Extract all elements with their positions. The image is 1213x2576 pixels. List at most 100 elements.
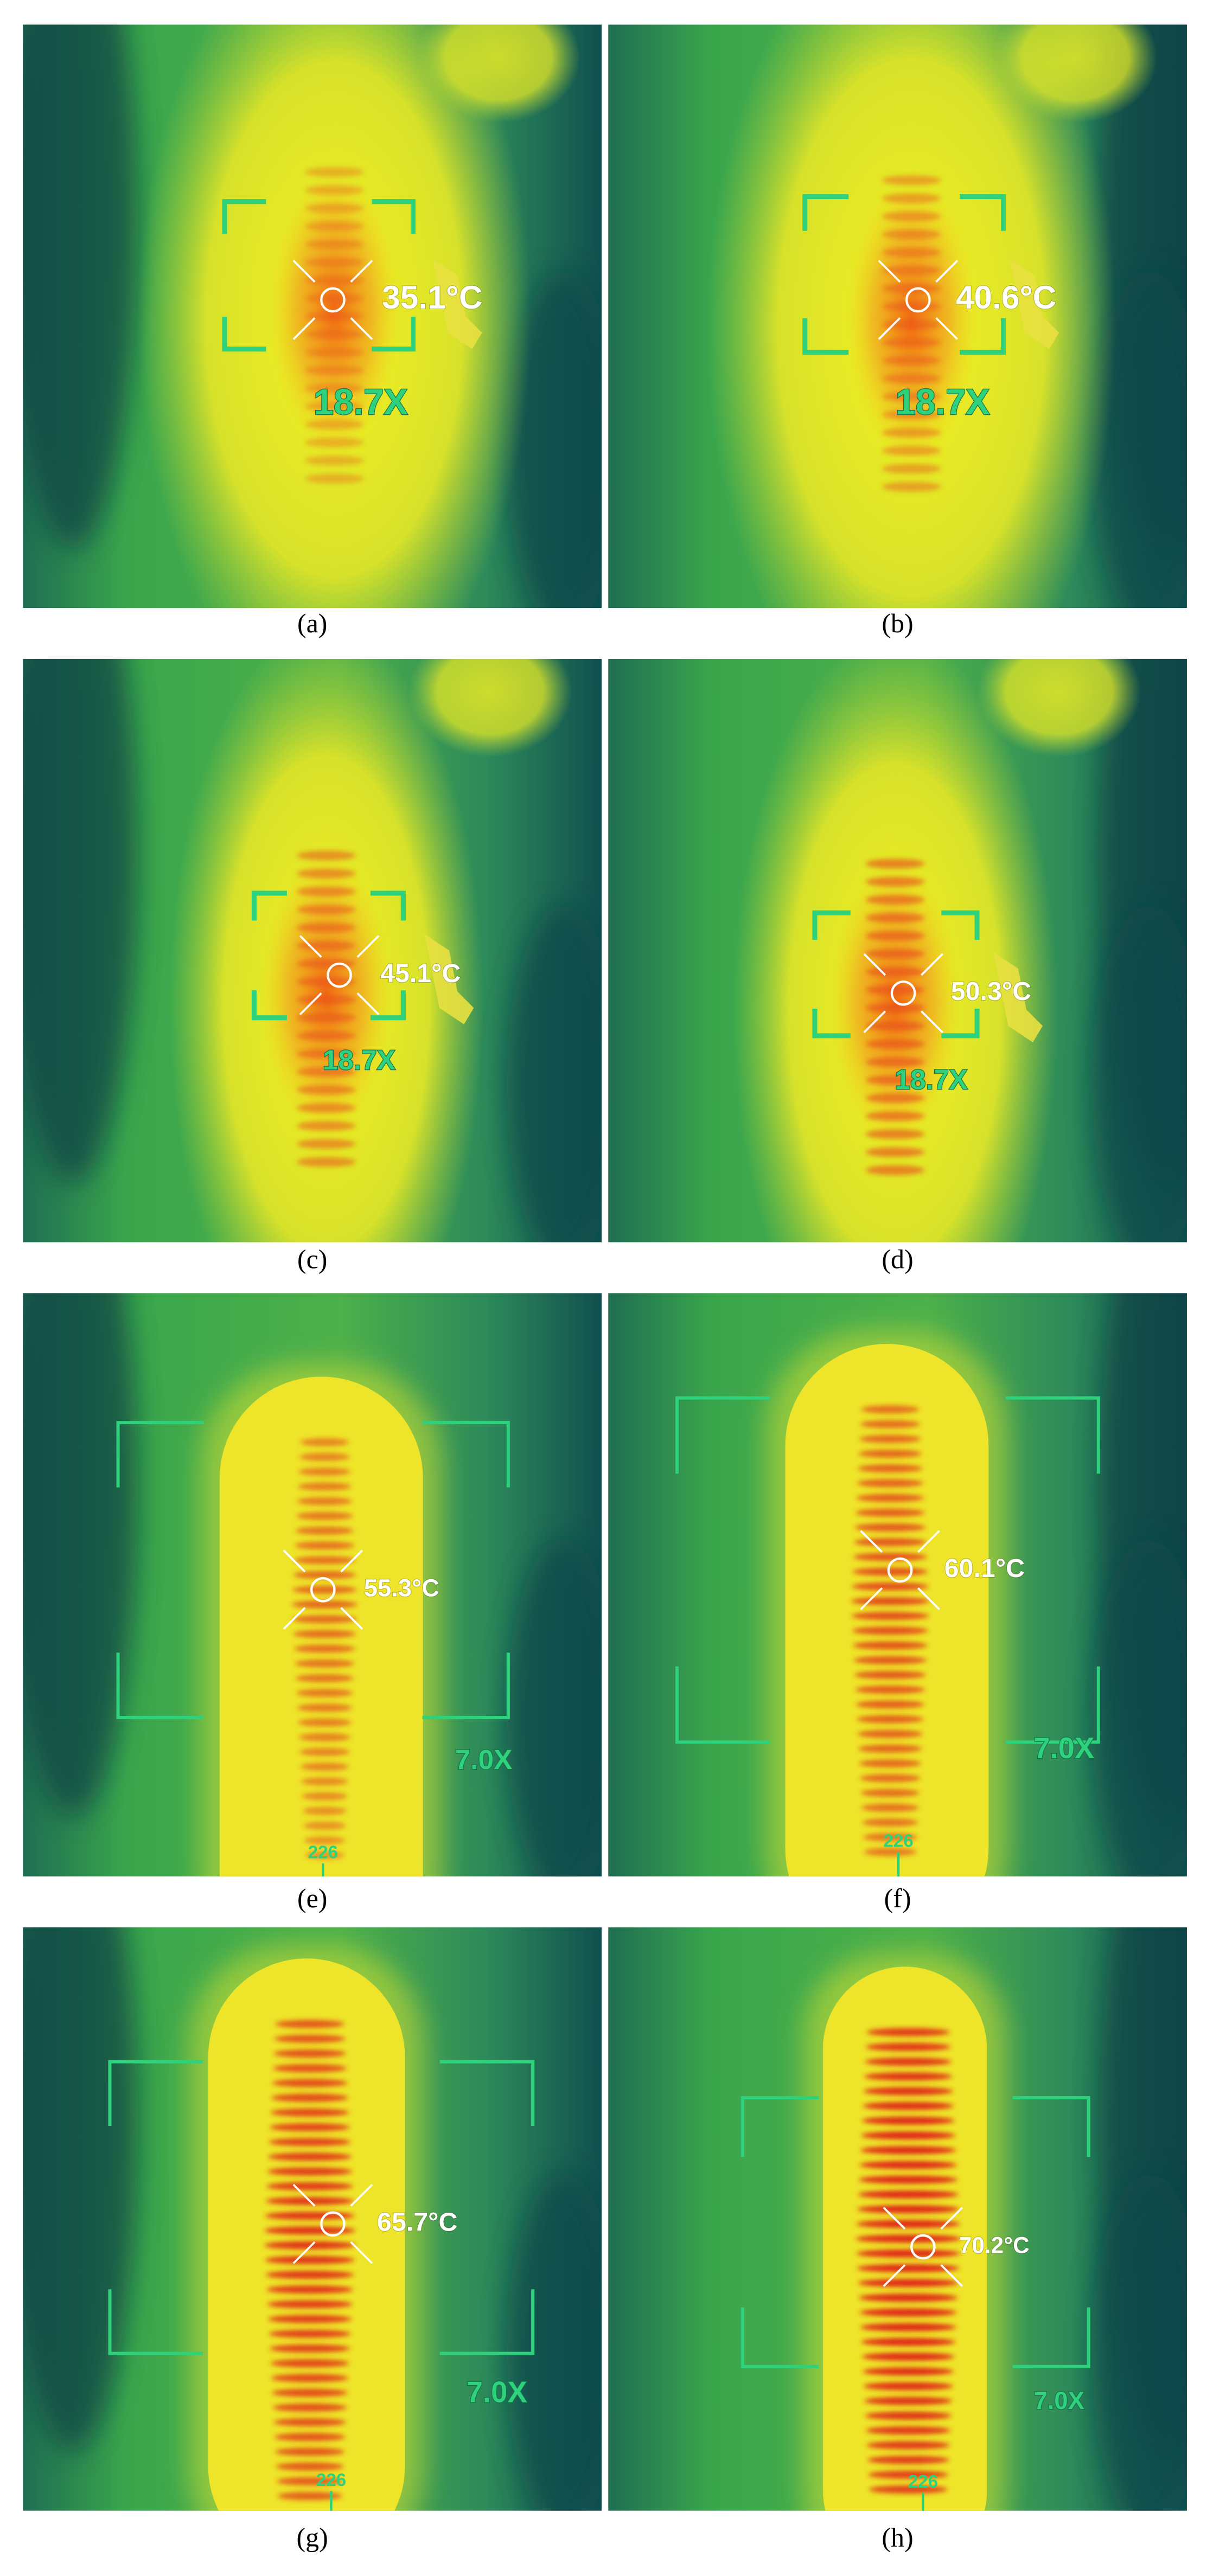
heat-stripe <box>305 275 364 285</box>
crosshair-arm <box>340 1607 363 1630</box>
crosshair-arm <box>340 1549 363 1573</box>
heat-stripe <box>865 2411 952 2420</box>
heat-stripe <box>305 347 364 357</box>
heat-stripe <box>295 1541 355 1550</box>
panel-caption: (d) <box>882 1244 913 1274</box>
crosshair-arm <box>935 317 959 340</box>
heat-stripe <box>855 1686 925 1694</box>
zoom-level: 18.7X <box>895 1063 967 1095</box>
scale-value: 226 <box>908 2472 938 2492</box>
crosshair-arm <box>878 317 901 340</box>
focus-bracket <box>108 2060 535 2355</box>
cold-region <box>506 905 602 1242</box>
heat-stripe <box>305 293 364 304</box>
heat-stripe <box>296 995 356 1005</box>
crosshair-arm <box>350 2184 373 2207</box>
thermal-image <box>23 1293 602 1877</box>
temperature-reading: 45.1°C <box>380 959 461 988</box>
heat-stripe <box>882 337 941 348</box>
heat-stripe <box>268 2315 352 2323</box>
heat-stripe <box>265 2212 355 2220</box>
heat-stripe <box>851 1597 930 1606</box>
heat-stripe <box>860 2146 956 2155</box>
heat-stripe <box>296 1674 354 1683</box>
cold-region <box>1091 2173 1187 2511</box>
heat-stripe <box>861 1803 919 1812</box>
heat-stripe <box>305 167 364 177</box>
heat-stripe <box>854 1538 927 1547</box>
heat-stripe <box>861 2353 955 2361</box>
heat-stripe <box>291 1600 357 1609</box>
heat-stripe <box>865 1093 925 1103</box>
heat-stripe <box>852 1567 928 1576</box>
heat-stripe <box>854 1670 926 1680</box>
heat-stripe <box>301 1777 348 1786</box>
cold-region <box>506 2173 602 2511</box>
heat-stripe <box>297 1497 352 1505</box>
heat-stripe <box>861 1405 920 1414</box>
heat-stripe <box>857 1479 923 1488</box>
heat-stripe <box>293 1630 356 1638</box>
heat-stripe <box>305 329 364 339</box>
crosshair-arm <box>350 2241 373 2264</box>
panel-caption: (b) <box>882 608 913 638</box>
heat-stripe <box>860 2323 956 2331</box>
heat-stripe <box>882 211 941 221</box>
heat-stripe <box>296 1085 356 1095</box>
heat-stripe <box>865 1111 925 1122</box>
thermal-panel: 65.7°C 7.0X 226 <box>23 1927 602 2511</box>
heat-stripe <box>305 401 364 412</box>
heat-stripe <box>277 2491 342 2501</box>
heat-stripe <box>270 2344 350 2353</box>
crosshair-arm <box>299 992 322 1015</box>
focus-bracket <box>116 1421 510 1720</box>
thermal-image <box>23 1927 602 2511</box>
heat-stripe <box>296 1049 356 1059</box>
crosshair-arm <box>292 260 316 283</box>
heat-stripe <box>305 456 364 466</box>
heat-stripe <box>857 2205 960 2214</box>
heat-stripe <box>882 229 941 240</box>
heat-stripe <box>865 1165 925 1175</box>
crosshair-arm <box>878 260 901 283</box>
crosshair-ring <box>320 2211 346 2237</box>
heat-stripe <box>305 257 364 267</box>
heat-stripe <box>303 1821 346 1830</box>
heat-stripe <box>865 858 925 869</box>
heat-stripe <box>865 1003 925 1013</box>
focus-bracket <box>740 2096 1090 2368</box>
heat-stripe <box>863 2382 953 2391</box>
thermal-image <box>608 1927 1187 2511</box>
heat-stripe <box>866 2042 951 2052</box>
heat-stripe <box>296 868 356 879</box>
crosshair-ring <box>327 962 352 988</box>
scale-value: 226 <box>308 1843 338 1863</box>
probe <box>1010 259 1059 349</box>
heat-stripe <box>305 473 364 484</box>
heat-stripe <box>273 2064 347 2073</box>
zoom-level: 7.0X <box>1033 1732 1094 1765</box>
heat-stripe <box>869 2485 948 2494</box>
heat-stripe <box>858 1464 923 1473</box>
heat-stripe <box>882 175 941 185</box>
heat-stripe <box>271 2374 349 2382</box>
heat-stripe <box>868 2470 948 2479</box>
cold-region <box>506 1539 602 1877</box>
temperature-reading: 40.6°C <box>956 279 1056 316</box>
heat-stripe <box>882 355 941 366</box>
heat-stripe <box>300 1763 349 1771</box>
thermal-panel: 70.2°C 7.0X 226 <box>608 1927 1187 2511</box>
heat-stripe <box>859 2308 957 2317</box>
heat-stripe <box>882 464 941 474</box>
heat-stripe <box>272 2388 348 2397</box>
crosshair-arm <box>863 953 886 976</box>
crosshair-ring <box>905 287 931 313</box>
heat-stripe <box>882 445 941 456</box>
heat-stripe <box>302 1792 348 1800</box>
heat-stripe <box>298 1718 352 1727</box>
heat-stripe <box>296 1013 356 1023</box>
warm-region <box>416 24 580 123</box>
heat-stripe <box>865 949 925 959</box>
heat-stripe <box>275 2447 345 2456</box>
